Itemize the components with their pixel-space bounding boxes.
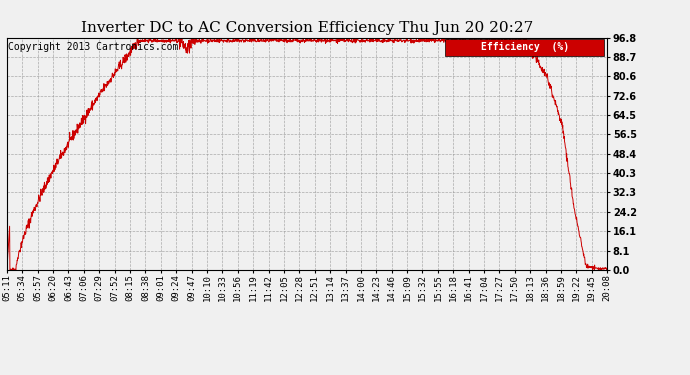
Title: Inverter DC to AC Conversion Efficiency Thu Jun 20 20:27: Inverter DC to AC Conversion Efficiency … xyxy=(81,21,533,35)
FancyBboxPatch shape xyxy=(445,39,604,56)
Text: Efficiency  (%): Efficiency (%) xyxy=(481,42,569,52)
Text: Copyright 2013 Cartronics.com: Copyright 2013 Cartronics.com xyxy=(8,42,178,52)
